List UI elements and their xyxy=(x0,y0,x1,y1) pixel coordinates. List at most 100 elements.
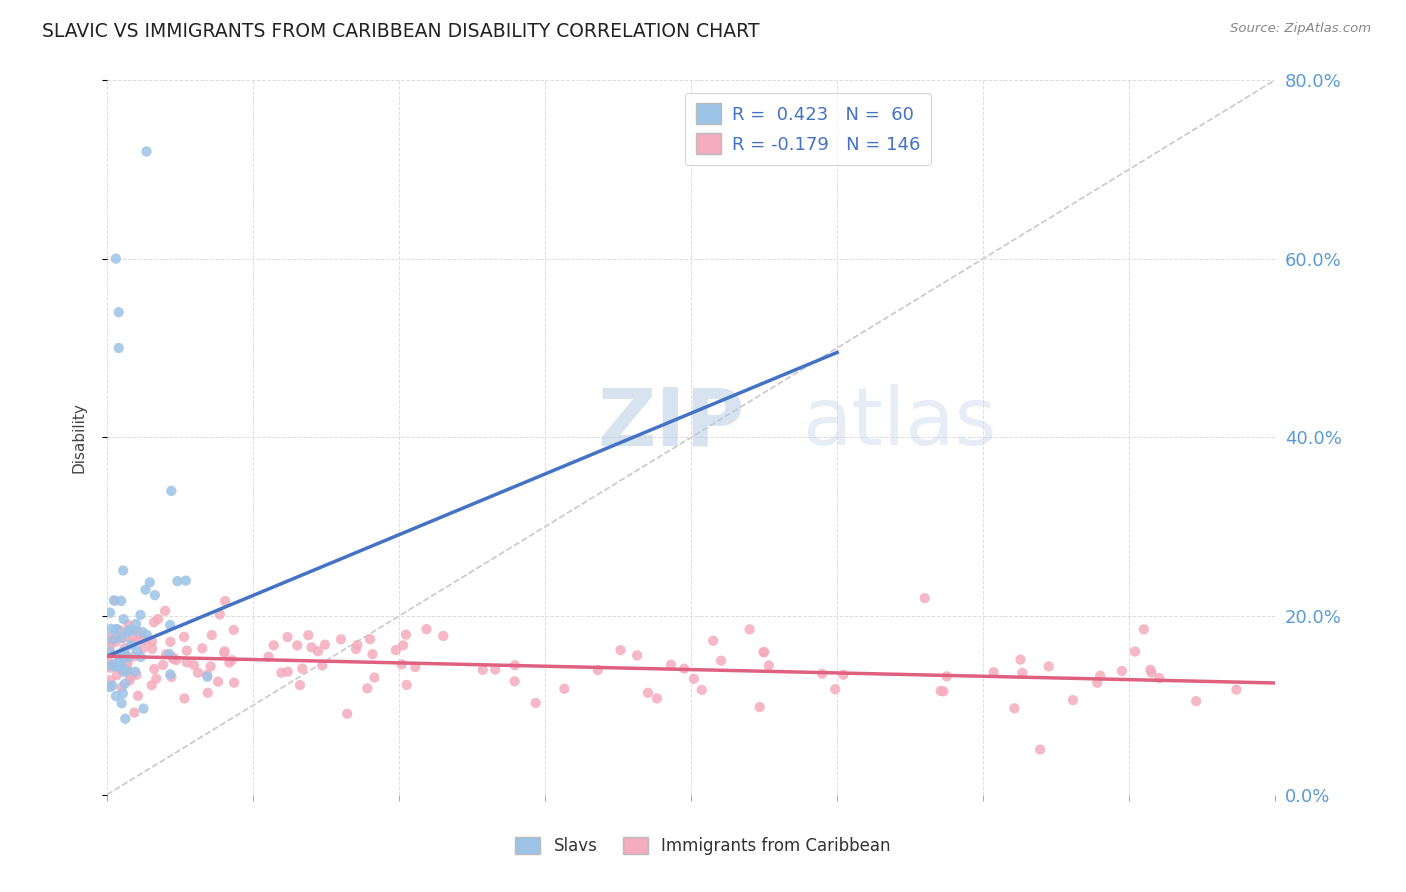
Point xyxy=(98,645,121,659)
Point xyxy=(98,661,121,675)
Point xyxy=(135,632,157,647)
Point xyxy=(129,607,152,622)
Point xyxy=(356,681,378,696)
Point xyxy=(131,624,153,639)
Point xyxy=(201,628,224,642)
Point xyxy=(110,624,132,638)
Point xyxy=(1123,644,1146,658)
Point xyxy=(98,606,121,620)
Point xyxy=(98,647,121,661)
Point xyxy=(645,691,668,706)
Point xyxy=(738,623,761,637)
Point xyxy=(307,644,329,658)
Point xyxy=(503,674,526,689)
Point xyxy=(125,616,148,631)
Point xyxy=(344,642,367,657)
Point xyxy=(914,591,936,606)
Point xyxy=(100,658,122,673)
Point xyxy=(103,593,125,607)
Point xyxy=(301,640,323,655)
Point xyxy=(125,632,148,647)
Point xyxy=(146,612,169,626)
Point xyxy=(117,650,139,665)
Point xyxy=(1038,659,1060,673)
Point xyxy=(98,631,121,645)
Point xyxy=(108,652,131,666)
Point xyxy=(104,634,127,648)
Point xyxy=(166,574,188,589)
Point xyxy=(135,628,157,642)
Point xyxy=(983,665,1005,680)
Point xyxy=(503,658,526,673)
Point xyxy=(1011,665,1033,680)
Point xyxy=(122,649,145,664)
Point xyxy=(832,667,855,681)
Point xyxy=(1111,664,1133,678)
Point xyxy=(111,649,134,664)
Point xyxy=(748,700,770,714)
Point xyxy=(132,701,155,715)
Point xyxy=(162,652,184,666)
Point xyxy=(115,664,138,678)
Point xyxy=(752,645,775,659)
Point xyxy=(117,625,139,640)
Point xyxy=(176,655,198,669)
Point xyxy=(127,689,149,703)
Point xyxy=(659,657,682,672)
Point xyxy=(110,594,132,608)
Point xyxy=(107,648,129,663)
Point xyxy=(152,657,174,672)
Point xyxy=(159,618,181,632)
Point xyxy=(104,623,127,637)
Point xyxy=(124,665,146,679)
Point xyxy=(811,666,834,681)
Point xyxy=(143,662,166,676)
Point xyxy=(114,641,136,656)
Point xyxy=(141,634,163,648)
Point xyxy=(111,651,134,665)
Point xyxy=(110,681,132,695)
Legend: R =  0.423   N =  60, R = -0.179   N = 146: R = 0.423 N = 60, R = -0.179 N = 146 xyxy=(685,93,931,165)
Point xyxy=(200,659,222,673)
Point xyxy=(932,684,955,698)
Point xyxy=(385,643,408,657)
Point xyxy=(98,634,121,648)
Point xyxy=(105,622,128,636)
Point xyxy=(103,657,125,672)
Point xyxy=(117,662,139,676)
Point xyxy=(141,641,163,656)
Point xyxy=(586,663,609,677)
Point xyxy=(336,706,359,721)
Point xyxy=(626,648,648,663)
Point xyxy=(395,678,418,692)
Point xyxy=(212,646,235,660)
Point xyxy=(117,655,139,669)
Point xyxy=(118,630,141,644)
Point xyxy=(222,623,245,637)
Point xyxy=(118,673,141,688)
Point xyxy=(120,638,142,652)
Point xyxy=(165,653,187,667)
Point xyxy=(637,686,659,700)
Point xyxy=(197,686,219,700)
Point xyxy=(104,660,127,674)
Point xyxy=(118,623,141,637)
Point xyxy=(143,588,166,602)
Point xyxy=(141,678,163,692)
Point xyxy=(115,650,138,665)
Point xyxy=(159,667,181,681)
Point xyxy=(101,632,124,647)
Point xyxy=(108,659,131,673)
Point xyxy=(105,689,128,703)
Point xyxy=(257,649,280,664)
Point xyxy=(145,672,167,686)
Point xyxy=(683,672,706,686)
Point xyxy=(673,662,696,676)
Text: SLAVIC VS IMMIGRANTS FROM CARIBBEAN DISABILITY CORRELATION CHART: SLAVIC VS IMMIGRANTS FROM CARIBBEAN DISA… xyxy=(42,22,759,41)
Point xyxy=(824,682,846,697)
Point xyxy=(935,669,957,683)
Point xyxy=(1139,663,1161,677)
Point xyxy=(363,671,385,685)
Point xyxy=(125,624,148,638)
Point xyxy=(221,653,243,667)
